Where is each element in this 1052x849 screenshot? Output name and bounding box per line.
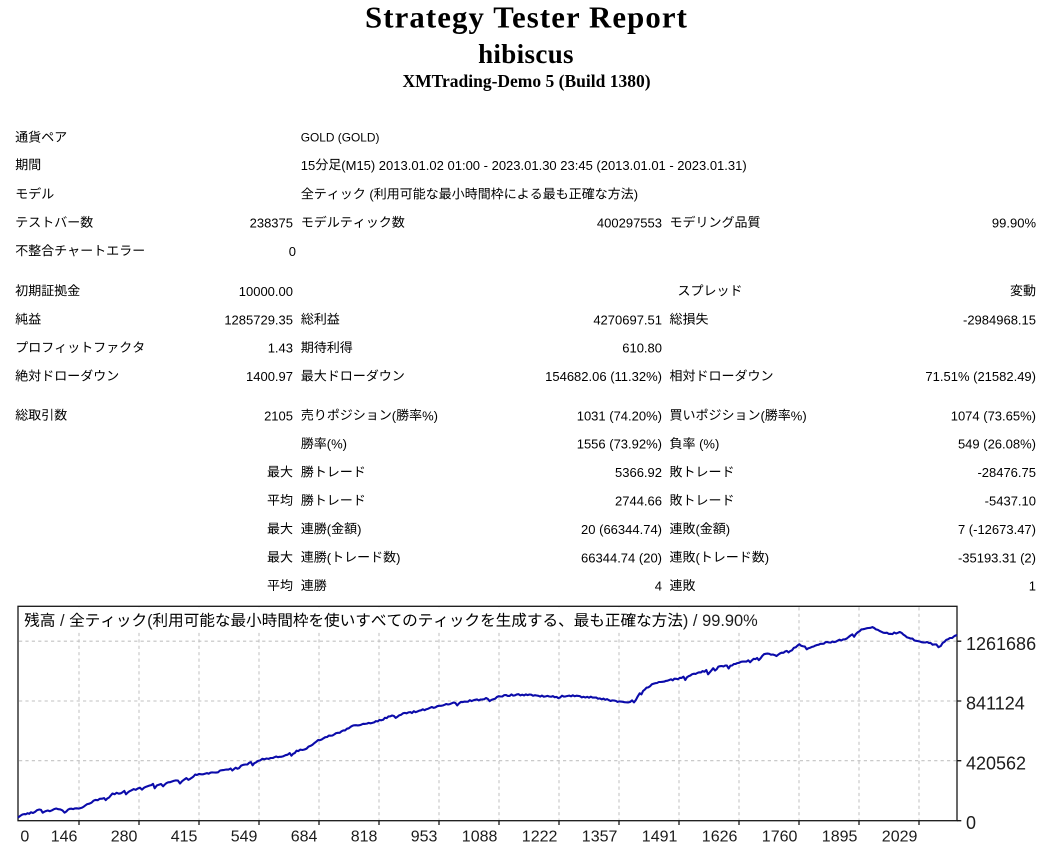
svg-text:XMTrading-Demo 5 (Build 1380): XMTrading-Demo 5 (Build 1380) (402, 71, 650, 91)
svg-text:0: 0 (966, 813, 976, 833)
svg-text:(%): (%) (699, 437, 719, 452)
svg-text:hibiscus: hibiscus (478, 39, 574, 69)
svg-text:2105: 2105 (264, 408, 293, 423)
svg-text:549: 549 (231, 828, 258, 845)
svg-text:0: 0 (289, 244, 296, 259)
svg-text:1357: 1357 (582, 828, 618, 845)
svg-text:1400.97: 1400.97 (246, 369, 293, 384)
svg-text:841124: 841124 (966, 694, 1025, 714)
svg-text:549 (26.08%): 549 (26.08%) (958, 437, 1036, 452)
svg-text:2023.01.30: 2023.01.30 (492, 158, 557, 173)
svg-text:4: 4 (655, 579, 662, 594)
svg-text:(: ( (696, 522, 701, 537)
svg-text:66344.74 (20): 66344.74 (20) (581, 550, 662, 565)
svg-text:400297553: 400297553 (597, 216, 662, 231)
svg-text:): ) (683, 612, 688, 630)
svg-text:1895: 1895 (822, 828, 858, 845)
svg-text:415: 415 (171, 828, 198, 845)
svg-text:): ) (726, 522, 730, 537)
svg-text:): ) (357, 522, 361, 537)
svg-text:(2013.01.01: (2013.01.01 (596, 158, 665, 173)
svg-text:4270697.51: 4270697.51 (593, 312, 662, 327)
svg-text:(: ( (696, 550, 701, 565)
svg-text:1285729.35: 1285729.35 (224, 312, 293, 327)
svg-text:1088: 1088 (462, 828, 498, 845)
svg-text:(: ( (761, 408, 766, 423)
svg-text:1031 (74.20%): 1031 (74.20%) (577, 408, 662, 423)
svg-text:5366.92: 5366.92 (615, 465, 662, 480)
svg-text:1222: 1222 (522, 828, 558, 845)
svg-text:20 (66344.74): 20 (66344.74) (581, 522, 662, 537)
svg-text:71.51% (21582.49): 71.51% (21582.49) (925, 369, 1036, 384)
svg-text:%): %) (791, 408, 807, 423)
svg-text:238375: 238375 (250, 216, 293, 231)
svg-text:610.80: 610.80 (622, 341, 662, 356)
svg-text:-: - (484, 158, 488, 173)
svg-text:2023.01.31): 2023.01.31) (677, 158, 746, 173)
svg-text:Strategy Tester Report: Strategy Tester Report (365, 1, 688, 35)
svg-text:(: ( (147, 612, 153, 630)
svg-text:15: 15 (301, 158, 315, 173)
svg-text:23:45: 23:45 (560, 158, 593, 173)
svg-text:154682.06 (11.32%): 154682.06 (11.32%) (545, 369, 662, 384)
svg-text:99.90%: 99.90% (702, 612, 758, 630)
svg-text:(: ( (327, 550, 332, 565)
svg-text:): ) (396, 550, 400, 565)
svg-text:-5437.10: -5437.10 (985, 494, 1036, 509)
svg-text:420562: 420562 (966, 753, 1026, 773)
svg-text:1261686: 1261686 (966, 634, 1036, 654)
svg-text:(: ( (327, 522, 332, 537)
svg-text:1074 (73.65%): 1074 (73.65%) (951, 408, 1036, 423)
svg-text:684: 684 (291, 828, 318, 845)
svg-text:(: ( (369, 187, 374, 202)
svg-text:): ) (765, 550, 769, 565)
svg-text:GOLD (GOLD): GOLD (GOLD) (301, 131, 380, 145)
svg-text:/: / (60, 612, 65, 630)
svg-text:953: 953 (411, 828, 438, 845)
svg-text:-28476.75: -28476.75 (977, 465, 1036, 480)
svg-text:0: 0 (20, 828, 29, 845)
svg-text:1: 1 (1029, 579, 1036, 594)
svg-text:818: 818 (351, 828, 378, 845)
svg-text:(: ( (392, 408, 397, 423)
svg-text:): ) (634, 187, 638, 202)
svg-text:1556 (73.92%): 1556 (73.92%) (577, 437, 662, 452)
svg-text:146: 146 (51, 828, 78, 845)
svg-text:280: 280 (111, 828, 138, 845)
svg-text:99.90%: 99.90% (992, 216, 1037, 231)
svg-text:10000.00: 10000.00 (239, 284, 293, 299)
svg-text:-35193.31 (2): -35193.31 (2) (958, 550, 1036, 565)
svg-text:1.43: 1.43 (268, 341, 293, 356)
svg-text:%): %) (422, 408, 438, 423)
svg-text:/: / (693, 612, 698, 630)
svg-text:1491: 1491 (642, 828, 678, 845)
svg-text:01:00: 01:00 (448, 158, 481, 173)
svg-text:2744.66: 2744.66 (615, 494, 662, 509)
svg-text:7 (-12673.47): 7 (-12673.47) (958, 522, 1036, 537)
svg-text:(M15): (M15) (341, 158, 375, 173)
svg-text:-: - (669, 158, 673, 173)
svg-text:-2984968.15: -2984968.15 (963, 312, 1036, 327)
svg-text:1626: 1626 (702, 828, 738, 845)
svg-text:1760: 1760 (762, 828, 798, 845)
svg-text:(%): (%) (327, 437, 347, 452)
svg-text:2013.01.02: 2013.01.02 (379, 158, 444, 173)
svg-text:2029: 2029 (882, 828, 918, 845)
